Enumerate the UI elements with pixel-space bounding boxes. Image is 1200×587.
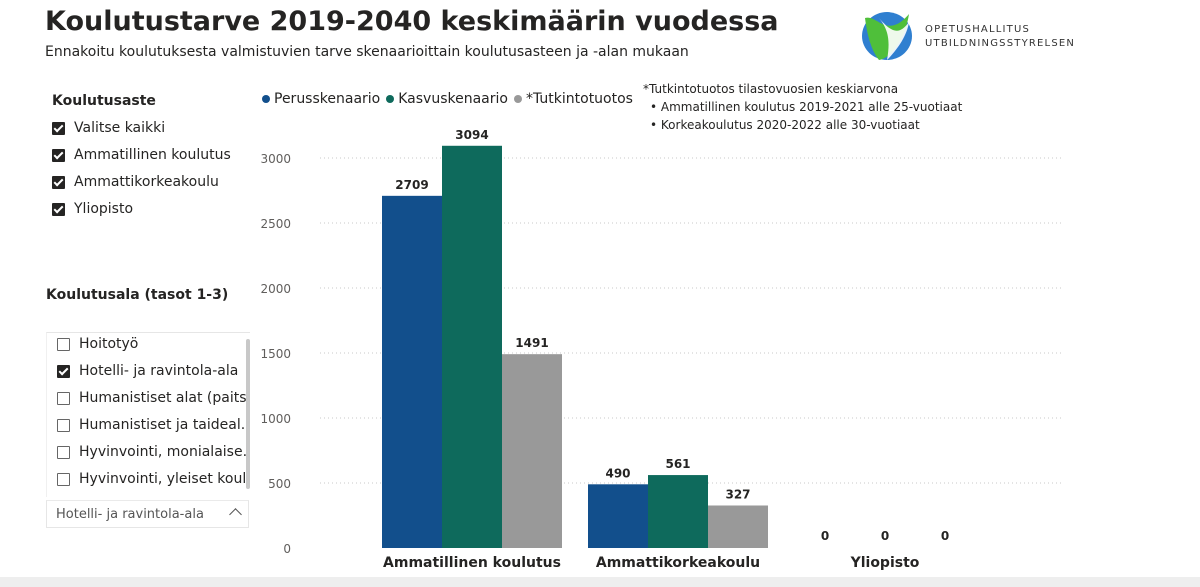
y-tick-label: 1000	[260, 412, 291, 426]
slicer-field-item-label: Hotelli- ja ravintola-ala	[79, 363, 239, 379]
bar	[442, 145, 502, 548]
slicer-level-item-label: Yliopisto	[74, 201, 134, 217]
slicer-level-item[interactable]: Ammattikorkeakoulu	[52, 172, 219, 192]
slicer-field-list[interactable]: Hoitotyö Hotelli- ja ravintola-ala Humanis…	[46, 332, 250, 497]
checkbox-icon[interactable]	[57, 472, 70, 486]
x-category-label: Ammattikorkeakoulu	[596, 555, 760, 571]
y-tick-label: 2000	[260, 282, 291, 296]
slicer-level-item[interactable]: Yliopisto	[52, 199, 133, 219]
checkbox-icon[interactable]	[57, 418, 70, 432]
slicer-field-dropdown[interactable]: Hotelli- ja ravintola-ala	[46, 500, 249, 528]
source-note-line-1: • Ammatillinen koulutus 2019-2021 alle 2…	[650, 100, 963, 114]
slicer-field-title: Koulutusala (tasot 1-3)	[46, 287, 229, 303]
source-note-header: *Tutkintotuotos tilastovuosien keskiarvo…	[643, 82, 899, 96]
bar	[588, 484, 648, 548]
checkbox-checked-icon[interactable]	[52, 148, 65, 162]
legend-label: Kasvuskenaario	[398, 91, 508, 107]
checkbox-checked-icon[interactable]	[57, 364, 70, 378]
y-tick-label: 3000	[260, 152, 291, 166]
legend-label: *Tutkintotuotos	[525, 91, 633, 107]
legend-item[interactable]: Perusskenaario	[262, 91, 380, 107]
slicer-field-item[interactable]: Hyvinvointi, monialaise...	[57, 441, 247, 463]
legend-item[interactable]: Kasvuskenaario	[386, 91, 508, 107]
bar	[502, 354, 562, 548]
y-tick-label: 500	[268, 477, 291, 491]
bar	[648, 475, 708, 548]
slicer-field-item-label: Hyvinvointi, yleiset koul...	[79, 471, 247, 487]
slicer-field-item-label: Humanistiset ja taideal...	[79, 417, 247, 433]
slicer-level-item-label: Ammattikorkeakoulu	[74, 174, 219, 190]
slicer-field-item[interactable]: Humanistiset ja taideal...	[57, 414, 247, 436]
slicer-field-item-label: Hyvinvointi, monialaise...	[79, 444, 247, 460]
checkbox-checked-icon[interactable]	[52, 202, 65, 216]
data-label: 561	[665, 457, 690, 471]
data-label: 490	[605, 466, 630, 480]
slicer-field-item[interactable]: Humanistiset alat (paits...	[57, 387, 247, 409]
opetushallitus-logo-icon	[862, 12, 912, 60]
y-tick-label: 0	[283, 542, 291, 556]
x-category-label: Ammatillinen koulutus	[383, 555, 561, 571]
legend-dot-icon	[513, 95, 522, 103]
source-note-line-2-text: Korkeakoulutus 2020-2022 alle 30-vuotiaa…	[660, 118, 920, 132]
checkbox-icon[interactable]	[57, 337, 70, 351]
bar	[382, 195, 442, 548]
data-label: 0	[941, 529, 949, 543]
slicer-level-item-label: Ammatillinen koulutus	[74, 147, 231, 163]
data-label: 1491	[515, 336, 548, 350]
chart-legend: Perusskenaario Kasvuskenaario *Tutkintotuo…	[262, 91, 639, 107]
data-label: 2709	[395, 178, 428, 192]
logo-line-1: OPETUSHALLITUS	[925, 24, 1031, 35]
legend-item[interactable]: *Tutkintotuotos	[513, 91, 633, 107]
slicer-field-item-label: Hoitotyö	[79, 336, 139, 352]
slicer-field-item[interactable]: Hoitotyö	[57, 333, 247, 355]
report-subtitle: Ennakoitu koulutuksesta valmistuvien tar…	[45, 44, 689, 60]
y-tick-label: 2500	[260, 217, 291, 231]
data-label: 3094	[455, 128, 488, 142]
checkbox-checked-icon[interactable]	[52, 175, 65, 189]
slicer-field-item[interactable]: Hyvinvointi, yleiset koul...	[57, 468, 247, 490]
checkbox-checked-icon[interactable]	[52, 121, 65, 135]
logo-line-2: UTBILDNINGSSTYRELSEN	[925, 38, 1076, 49]
slicer-level-item-label: Valitse kaikki	[74, 120, 166, 136]
data-label: 0	[881, 529, 889, 543]
logo-text: OPETUSHALLITUS UTBILDNINGSSTYRELSEN	[925, 23, 1075, 51]
data-label: 327	[725, 487, 750, 501]
y-tick-label: 1500	[260, 347, 291, 361]
footer-bar	[0, 577, 1200, 587]
legend-dot-icon	[262, 95, 270, 103]
slicer-level-item[interactable]: Ammatillinen koulutus	[52, 145, 231, 165]
source-note-line-2: • Korkeakoulutus 2020-2022 alle 30-vuoti…	[650, 118, 920, 132]
checkbox-icon[interactable]	[57, 391, 70, 405]
source-note-line-1-text: Ammatillinen koulutus 2019-2021 alle 25-…	[660, 100, 963, 114]
slicer-field-scrollbar[interactable]	[246, 339, 250, 489]
x-category-label: Yliopisto	[850, 555, 920, 571]
slicer-field-selected-value: Hotelli- ja ravintola-ala	[56, 506, 204, 522]
legend-label: Perusskenaario	[274, 91, 381, 107]
slicer-level-item[interactable]: Valitse kaikki	[52, 118, 165, 138]
bar	[708, 505, 768, 548]
data-label: 0	[821, 529, 829, 543]
slicer-field-item-label: Humanistiset alat (paits...	[79, 390, 247, 406]
report-title: Koulutustarve 2019-2040 keskimäärin vuod…	[45, 6, 779, 37]
legend-dot-icon	[386, 95, 395, 103]
checkbox-icon[interactable]	[57, 445, 70, 459]
source-note: *Tutkintotuotos tilastovuosien keskiarvo…	[643, 80, 962, 134]
slicer-field-item[interactable]: Hotelli- ja ravintola-ala	[57, 360, 247, 382]
slicer-level-title: Koulutusaste	[52, 93, 156, 109]
